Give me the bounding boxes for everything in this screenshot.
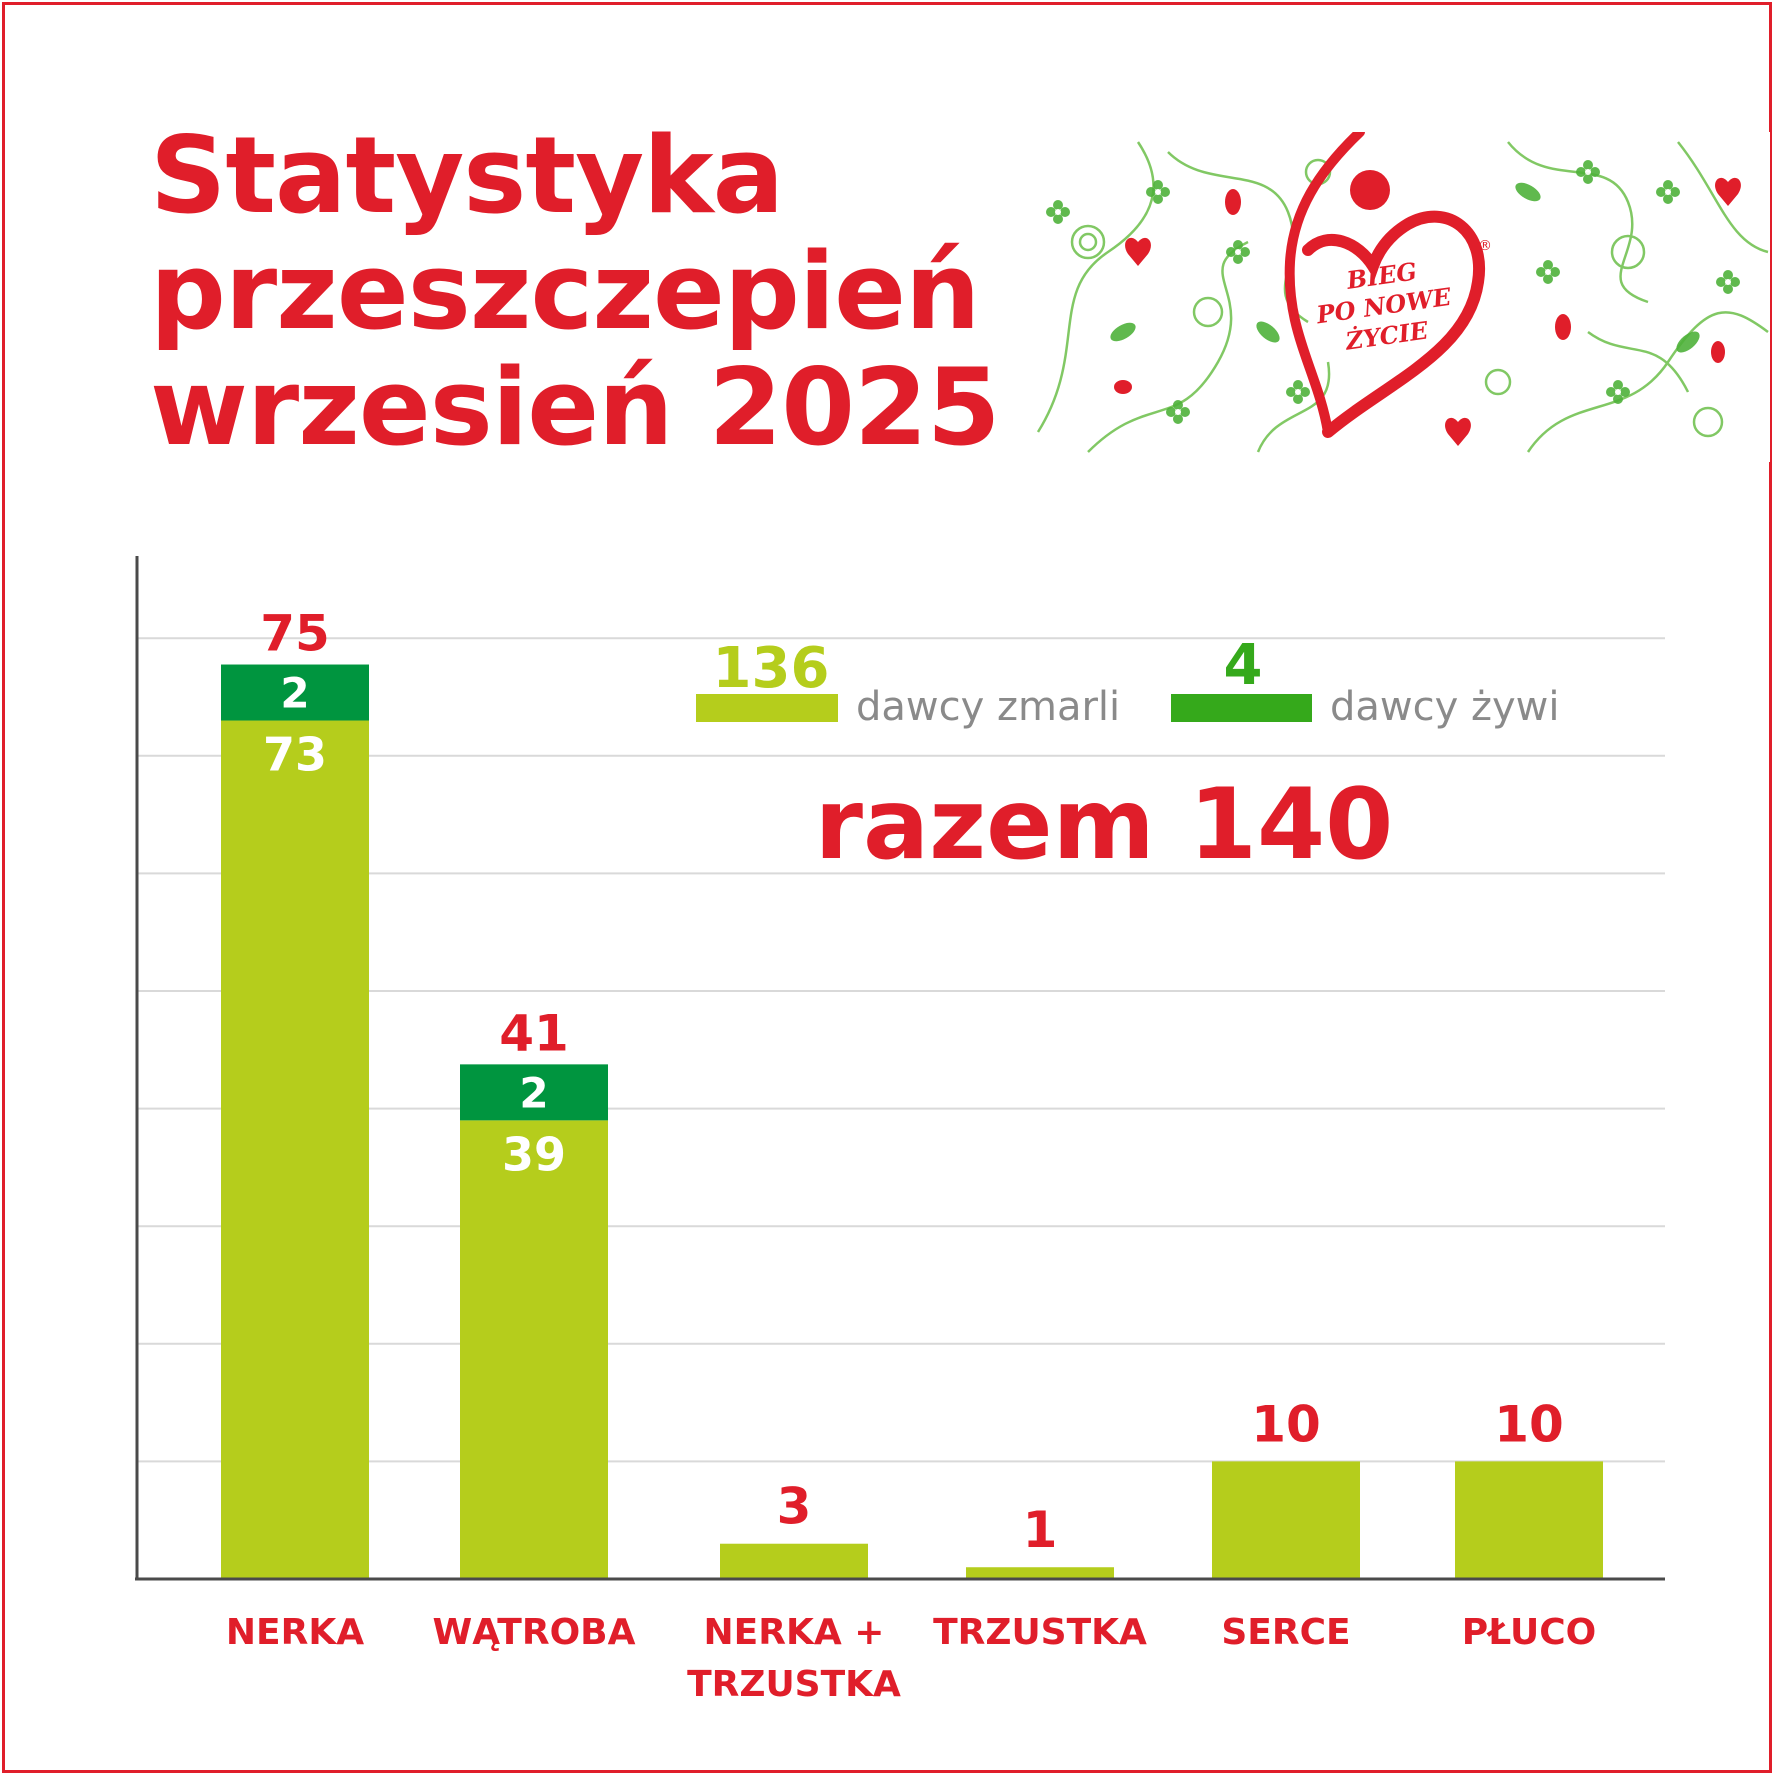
bar-deceased	[1455, 1461, 1603, 1579]
legend-deceased-label: dawcy zmarli	[856, 684, 1120, 730]
title-line-3: wrzesień 2025	[150, 346, 1000, 469]
bar-label-living: 2	[519, 1068, 548, 1117]
bar-label-deceased: 39	[502, 1127, 566, 1181]
category-label: SERCE	[1221, 1612, 1350, 1653]
bar-deceased	[720, 1543, 868, 1579]
legend-swatch-deceased	[696, 694, 838, 722]
bar-label-total: 41	[499, 1004, 569, 1062]
category-label: TRZUSTKA	[933, 1612, 1147, 1653]
chart-legend: 136 dawcy zmarli 4 dawcy żywi razem 140	[696, 633, 1560, 882]
bar-deceased	[1212, 1461, 1360, 1579]
logo-artwork: BIEG PO NOWE ŻYCIE ®	[1028, 132, 1770, 462]
chart-gridlines	[137, 637, 1665, 1463]
category-label-line: TRZUSTKA	[687, 1664, 901, 1705]
bar-label-total: 75	[260, 605, 330, 663]
title-line-1: Statystyka	[150, 114, 784, 237]
title-line-2: przeszczepień	[150, 230, 981, 353]
bar-deceased	[460, 1120, 608, 1579]
legend-deceased-count: 136	[713, 636, 830, 701]
category-label: NERKA + TRZUSTKA	[687, 1612, 901, 1705]
category-label-line: NERKA +	[704, 1612, 885, 1653]
bar-living	[460, 1064, 608, 1121]
campaign-logo: BIEG PO NOWE ŻYCIE ®	[1028, 132, 1770, 462]
category-label-line: NERKA	[226, 1612, 364, 1653]
category-label-line: PŁUCO	[1462, 1612, 1596, 1653]
category-label-line: SERCE	[1221, 1612, 1350, 1653]
page-title: Statystyka przeszczepień wrzesień 2025	[150, 118, 1000, 466]
heart-runner-icon	[1284, 132, 1486, 438]
bar-living	[221, 664, 369, 721]
category-label: WĄTROBA	[433, 1612, 636, 1653]
chart-category-labels: NERKA WĄTROBA NERKA + TRZUSTKA TRZUSTKA SERCE…	[226, 1612, 1596, 1705]
total-count: razem 140	[815, 768, 1394, 882]
bar-label-total: 1	[1023, 1501, 1058, 1559]
bar-deceased	[221, 720, 369, 1579]
chart-value-labels: 2 73 75 2 39 41 3 1 10 10	[260, 605, 1564, 1560]
category-label: NERKA	[226, 1612, 364, 1653]
category-label-line: WĄTROBA	[433, 1612, 636, 1653]
category-label: PŁUCO	[1462, 1612, 1596, 1653]
chart-bars	[221, 664, 1603, 1579]
bar-label-total: 10	[1494, 1395, 1564, 1453]
registered-mark: ®	[1478, 238, 1492, 254]
bar-label-total: 3	[777, 1478, 812, 1536]
legend-living-label: dawcy żywi	[1330, 684, 1560, 730]
bar-label-total: 10	[1251, 1395, 1321, 1453]
legend-swatch-living	[1171, 694, 1312, 722]
bar-label-living: 2	[280, 669, 309, 718]
legend-living-count: 4	[1224, 633, 1263, 698]
bar-deceased	[966, 1567, 1114, 1579]
bar-label-deceased: 73	[263, 728, 327, 782]
category-label-line: TRZUSTKA	[933, 1612, 1147, 1653]
